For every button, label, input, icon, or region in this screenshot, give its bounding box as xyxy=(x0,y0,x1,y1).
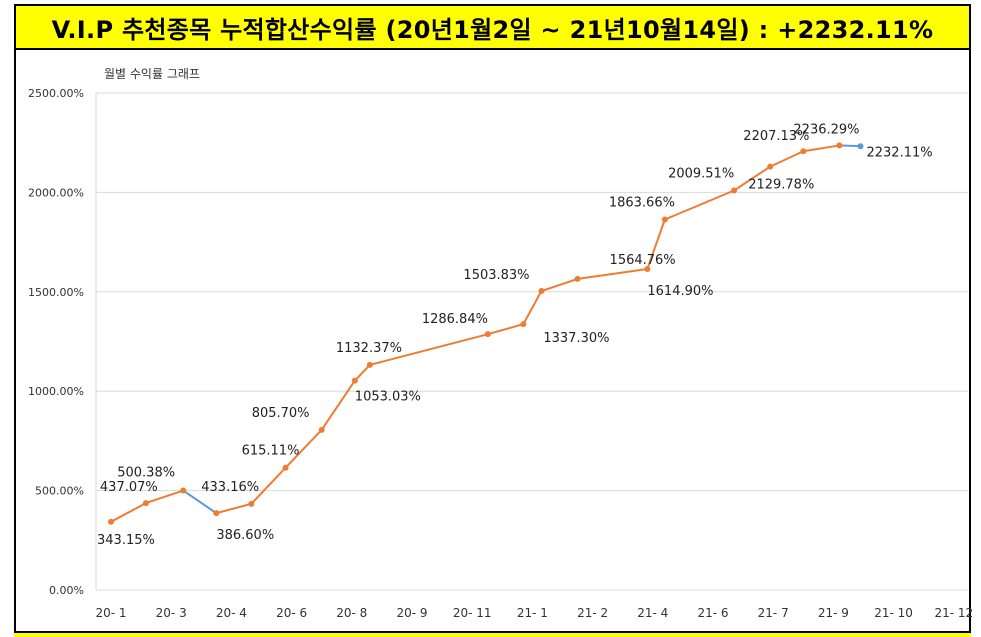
data-point xyxy=(282,464,289,471)
data-point xyxy=(142,500,149,507)
y-tick-label: 0.00% xyxy=(49,584,84,597)
data-point xyxy=(318,426,325,433)
x-tick-label: 21- 4 xyxy=(637,606,668,620)
data-point xyxy=(366,361,373,368)
grid-lines xyxy=(95,92,968,591)
title-banner: V.I.P 추천종목 누적합산수익률 (20년1월2일 ~ 21년10월14일)… xyxy=(14,4,971,50)
data-label: 1053.03% xyxy=(355,390,421,405)
series-segment xyxy=(522,290,543,325)
data-label: 615.11% xyxy=(242,444,300,459)
data-label: 500.38% xyxy=(117,466,175,481)
series-segment xyxy=(733,165,771,192)
chart-frame xyxy=(14,50,971,634)
data-label: 1337.30% xyxy=(543,331,609,346)
series-segment xyxy=(487,323,524,336)
series-segment xyxy=(182,489,217,514)
data-label: 1503.83% xyxy=(463,268,529,283)
data-point xyxy=(108,518,114,525)
series-segment xyxy=(145,489,184,505)
y-tick-label: 1500.00% xyxy=(28,286,84,299)
data-label: 2236.29% xyxy=(793,122,859,137)
data-label: 386.60% xyxy=(216,528,274,543)
data-point xyxy=(857,143,864,150)
data-point xyxy=(836,142,843,149)
x-tick-label: 21- 1 xyxy=(517,606,548,620)
series-segment xyxy=(664,189,735,221)
x-tick-label: 20- 8 xyxy=(336,606,367,620)
banner-title: V.I.P 추천종목 누적합산수익률 (20년1월2일 ~ 21년10월14일)… xyxy=(51,15,934,44)
data-label: 1564.76% xyxy=(610,253,676,268)
series-segment xyxy=(250,467,287,505)
chart-title: 월별 수익률 그래프 xyxy=(104,67,200,81)
data-point xyxy=(574,275,581,282)
x-tick-label: 21- 7 xyxy=(758,606,789,620)
series-segment xyxy=(216,502,252,515)
data-point xyxy=(213,510,220,517)
data-point xyxy=(180,487,187,494)
data-label: 2232.11% xyxy=(866,145,932,160)
data-point xyxy=(731,187,738,194)
series-segment xyxy=(577,267,648,280)
x-tick-label: 20- 3 xyxy=(156,606,187,620)
series-segment xyxy=(839,144,861,148)
y-axis: 0.00% 500.00% 1000.00% 1500.00% 2000.00% 2500… xyxy=(28,87,84,597)
data-label: 1614.90% xyxy=(647,284,713,299)
x-tick-label: 20- 11 xyxy=(453,606,492,620)
y-tick-label: 2000.00% xyxy=(28,186,84,199)
y-tick-label: 1000.00% xyxy=(28,385,84,398)
data-label: 2009.51% xyxy=(668,167,734,182)
x-tick-label: 21- 2 xyxy=(577,606,608,620)
data-label: 1863.66% xyxy=(609,196,675,211)
series-segment xyxy=(284,429,323,469)
data-point xyxy=(661,216,668,223)
data-label: 2129.78% xyxy=(748,178,814,193)
series-segment xyxy=(369,333,489,366)
series-segment xyxy=(354,364,371,382)
x-tick-label: 21- 6 xyxy=(697,606,728,620)
x-tick-label: 21- 9 xyxy=(818,606,849,620)
data-label: 805.70% xyxy=(252,406,310,421)
data-labels: 343.15% 437.07%500.38% 386.60% 433.16% 615.1… xyxy=(97,122,933,547)
data-point xyxy=(538,288,545,295)
x-axis: 20- 1 20- 3 20- 4 20- 6 20- 8 20- 9 20- 11 21- … xyxy=(95,606,973,620)
x-tick-label: 20- 1 xyxy=(95,606,126,620)
data-label: 437.07% xyxy=(100,480,158,495)
data-point xyxy=(484,331,491,338)
data-point xyxy=(248,500,255,507)
data-label: 433.16% xyxy=(201,480,259,495)
series-segment xyxy=(110,502,147,523)
data-point xyxy=(800,148,807,155)
data-label: 1132.37% xyxy=(336,341,402,356)
series-line xyxy=(108,142,864,525)
bottom-banner-strip xyxy=(14,631,971,637)
y-tick-label: 2500.00% xyxy=(28,87,84,100)
x-tick-label: 21- 12 xyxy=(934,606,973,620)
data-point xyxy=(644,265,651,272)
x-tick-label: 21- 10 xyxy=(874,606,913,620)
data-point xyxy=(520,321,527,328)
series-segment xyxy=(646,219,666,270)
y-tick-label: 500.00% xyxy=(35,485,84,498)
data-label: 343.15% xyxy=(97,533,155,548)
x-tick-label: 20- 4 xyxy=(216,606,247,620)
data-label: 1286.84% xyxy=(422,312,488,327)
series-segment xyxy=(541,277,578,292)
data-point xyxy=(351,377,358,384)
x-tick-label: 20- 9 xyxy=(396,606,427,620)
series-segment xyxy=(769,150,804,168)
data-point xyxy=(767,163,774,170)
data-label: 2207.13% xyxy=(743,129,809,144)
series-segment xyxy=(320,380,356,431)
x-tick-label: 20- 6 xyxy=(276,606,307,620)
series-segment xyxy=(803,144,840,153)
